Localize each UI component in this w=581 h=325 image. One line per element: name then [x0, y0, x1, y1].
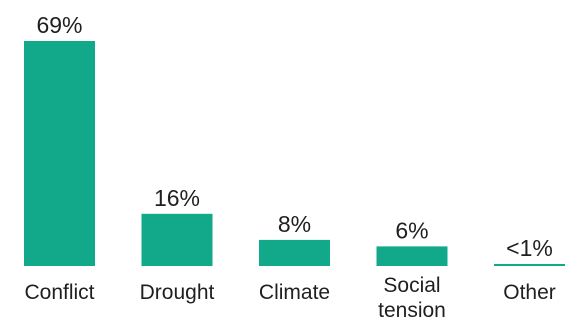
bar-other: [494, 264, 565, 266]
value-label: 8%: [278, 211, 311, 237]
value-label: 69%: [36, 12, 82, 38]
category-label-line: tension: [378, 299, 446, 322]
bar-climate: [259, 239, 330, 266]
category-label: Drought: [140, 281, 215, 304]
bar-social-tension: [376, 246, 448, 266]
value-labels-group: 69% 16% 8% 6% <1%: [36, 12, 552, 261]
value-label: 16%: [154, 185, 200, 211]
category-label-line: Social: [383, 274, 440, 297]
category-label: Climate: [259, 281, 330, 304]
bars-group: [24, 41, 565, 266]
category-label: Other: [503, 281, 556, 304]
category-label: Social tension: [378, 274, 446, 322]
value-label: <1%: [506, 235, 553, 261]
bar-conflict: [24, 41, 95, 266]
category-labels-group: Conflict Drought Climate Social tension Other: [24, 274, 555, 322]
value-label: 6%: [395, 217, 428, 243]
bar-drought: [141, 213, 213, 266]
category-label: Conflict: [24, 281, 94, 304]
